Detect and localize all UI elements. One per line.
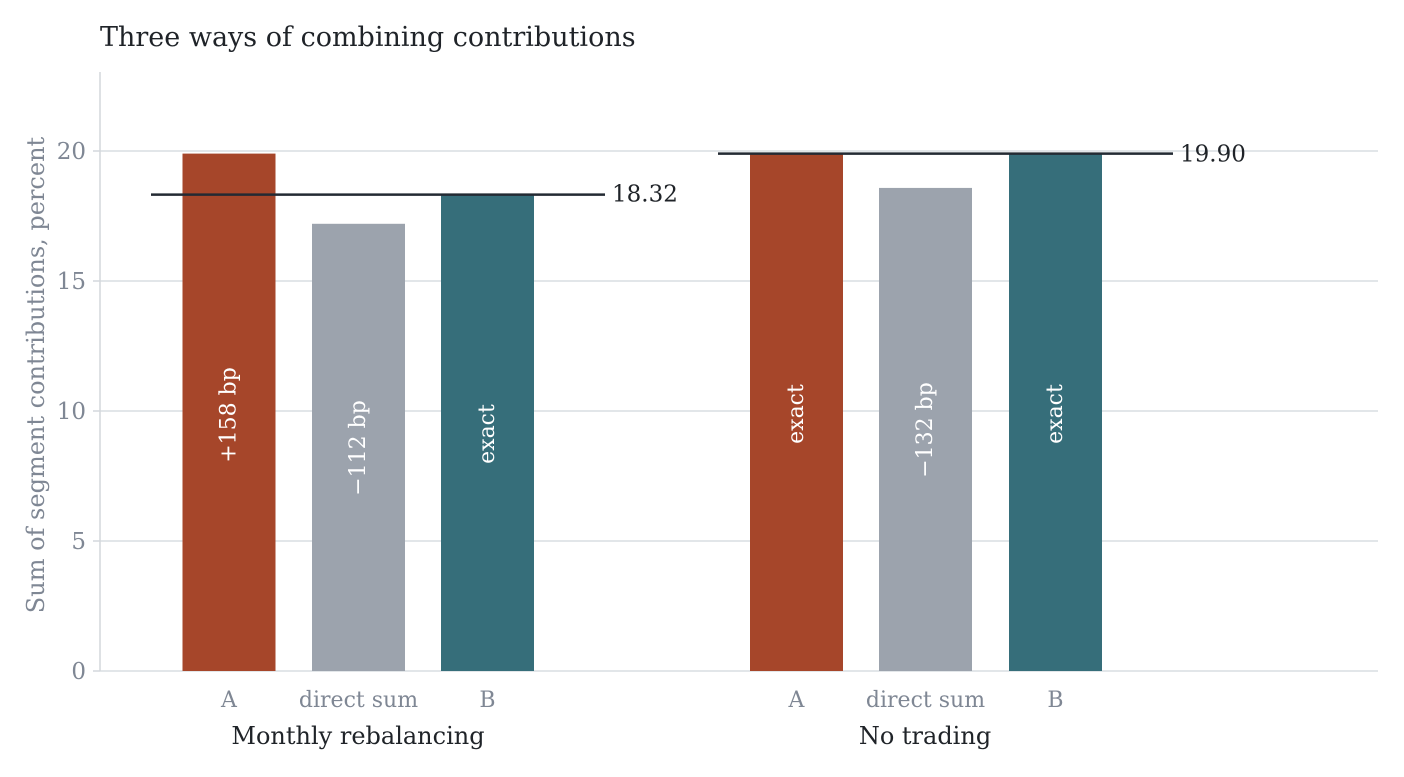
x-tick-label-2-3: B <box>1047 688 1063 713</box>
bar-label-2-3: exact <box>1043 384 1068 444</box>
bar-label-1-2: −112 bp <box>346 400 371 496</box>
chart-title: Three ways of combining contributions <box>100 22 636 53</box>
bar-label-1-3: exact <box>475 404 500 464</box>
bar-label-2-1: exact <box>784 384 809 444</box>
y-tick-label-15: 15 <box>57 269 86 295</box>
bar-label-1-1: +158 bp <box>217 367 242 463</box>
group-label-1: Monthly rebalancing <box>231 722 484 750</box>
y-tick-label-0: 0 <box>71 659 86 685</box>
y-tick-label-20: 20 <box>57 139 86 165</box>
bar-label-2-2: −132 bp <box>913 382 938 478</box>
gridlines <box>100 150 1378 672</box>
x-tick-label-1-3: B <box>479 688 495 713</box>
x-tick-label-2-1: A <box>788 688 806 713</box>
x-tick-label-2-2: direct sum <box>866 688 985 713</box>
group-label-2: No trading <box>859 722 991 750</box>
x-tick-label-1-2: direct sum <box>299 688 418 713</box>
bar-2-1 <box>750 153 843 672</box>
bar-2-2 <box>879 187 972 672</box>
reference-lines <box>151 152 1173 196</box>
y-axis-label: Sum of segment contributions, percent <box>22 136 50 613</box>
y-tick-label-10: 10 <box>57 399 86 425</box>
x-tick-label-1-1: A <box>220 688 238 713</box>
bar-1-1 <box>182 153 276 672</box>
bar-2-3 <box>1009 153 1102 672</box>
axes: 0 5 10 15 20 <box>57 72 101 685</box>
bar-1-3 <box>441 194 534 671</box>
reference-label-2: 19.90 <box>1180 142 1246 168</box>
labels: +158 bp A −112 bp direct sum exact B 18.32 Mont… <box>217 142 1246 750</box>
y-tick-label-5: 5 <box>71 529 86 555</box>
bars <box>182 153 1102 672</box>
reference-label-1: 18.32 <box>612 182 678 208</box>
bar-1-2 <box>312 223 405 672</box>
